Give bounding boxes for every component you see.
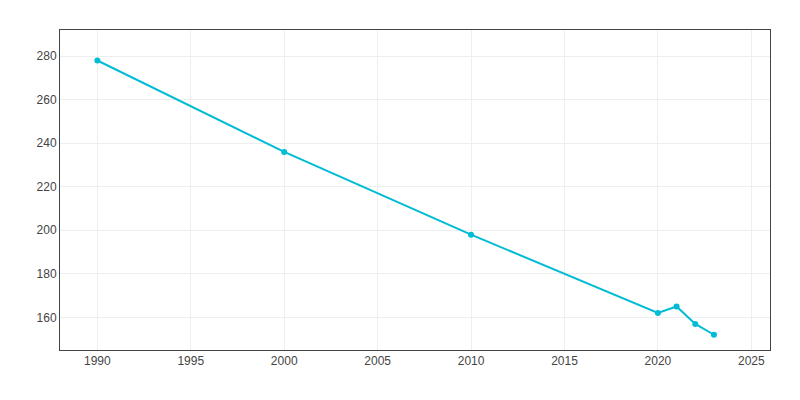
svg-text:2025: 2025 xyxy=(738,354,765,368)
svg-text:1990: 1990 xyxy=(84,354,111,368)
svg-text:160: 160 xyxy=(37,311,57,325)
svg-text:220: 220 xyxy=(37,180,57,194)
svg-text:1995: 1995 xyxy=(177,354,204,368)
svg-text:2010: 2010 xyxy=(458,354,485,368)
svg-text:200: 200 xyxy=(37,223,57,237)
svg-text:2005: 2005 xyxy=(364,354,391,368)
svg-text:180: 180 xyxy=(37,267,57,281)
svg-text:2015: 2015 xyxy=(551,354,578,368)
svg-text:260: 260 xyxy=(37,93,57,107)
svg-text:2020: 2020 xyxy=(645,354,672,368)
svg-text:2000: 2000 xyxy=(271,354,298,368)
svg-text:280: 280 xyxy=(37,49,57,63)
svg-text:240: 240 xyxy=(37,136,57,150)
